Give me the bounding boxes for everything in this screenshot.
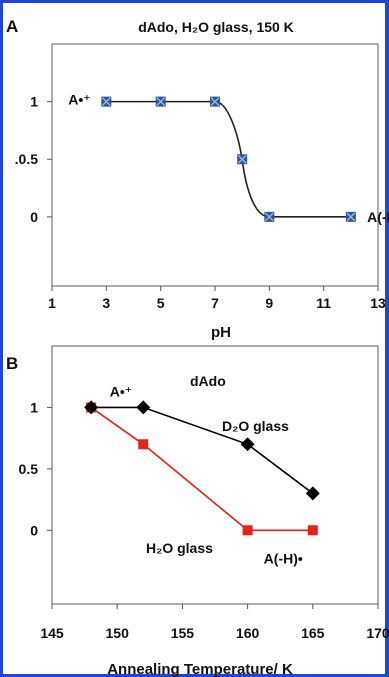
- annotation-label: A•⁺: [110, 383, 132, 399]
- data-point: [210, 96, 220, 107]
- series-label-d2o: D₂O glass: [222, 418, 289, 434]
- y-tick-label: .0.5: [15, 151, 39, 167]
- x-tick-label: 5: [157, 295, 165, 311]
- data-point: [237, 154, 248, 165]
- panel-b-annotations: D₂O glass H₂O glass A•⁺ A(-H)•: [110, 383, 303, 566]
- panel-b-series: [84, 400, 320, 536]
- x-tick-label: 13: [370, 295, 386, 311]
- panel-a-x-axis-title: pH: [211, 324, 231, 341]
- series-label-h2o: H₂O glass: [146, 540, 213, 556]
- panel-b-label: B: [6, 354, 18, 373]
- x-tick-label: 165: [301, 625, 325, 641]
- y-tick-label: 1: [30, 94, 38, 110]
- y-tick-label: 0: [30, 522, 38, 538]
- point-square: [138, 439, 149, 450]
- point-cross: [210, 97, 220, 107]
- point-cross: [346, 212, 356, 222]
- x-tick-label: 145: [40, 625, 64, 641]
- y-tick-label: 1: [30, 399, 38, 415]
- point-diamond: [136, 400, 151, 415]
- panel-a-title: dAdo, H₂O glass, 150 K: [138, 19, 294, 35]
- x-tick-label: 3: [102, 295, 110, 311]
- x-tick-label: 7: [211, 295, 219, 311]
- panel-a-plot-frame: [51, 43, 379, 287]
- series-line: [91, 406, 314, 495]
- x-tick-label: 155: [171, 625, 195, 641]
- data-point: [101, 96, 112, 107]
- data-point: [264, 211, 275, 222]
- x-tick-label: 170: [366, 625, 389, 641]
- panel-b-plot-frame: [51, 345, 379, 605]
- annotation-label: A(-H)•: [264, 551, 303, 567]
- panel-b: B dAdo 145 150 155 160 165 170 1 0.5 0 D₂O glass…: [6, 345, 389, 677]
- point-square: [307, 525, 318, 536]
- point-cross: [156, 97, 166, 107]
- point-cross: [264, 212, 274, 222]
- point-diamond: [305, 486, 320, 501]
- panel-a-series-line: [106, 100, 351, 218]
- data-point: [345, 211, 356, 222]
- point-cross: [237, 154, 247, 164]
- series-line: [90, 406, 313, 532]
- panel-a-label: A: [6, 17, 18, 36]
- y-tick-label: 0.5: [19, 461, 39, 477]
- y-tick-label: 0: [30, 209, 38, 225]
- data-point: [155, 96, 166, 107]
- x-tick-label: 1: [48, 295, 56, 311]
- point-square: [242, 525, 253, 536]
- x-tick-label: 9: [265, 295, 273, 311]
- point-cross: [101, 97, 111, 107]
- panel-b-ticks: 145 150 155 160 165 170 1 0.5 0: [19, 399, 389, 641]
- panel-a: A dAdo, H₂O glass, 150 K 1 3 5 7 9 11 131.0.50…: [6, 17, 389, 341]
- point-diamond: [240, 437, 255, 452]
- panel-b-title: dAdo: [190, 373, 226, 389]
- annotation-label: A(-H): [367, 209, 389, 225]
- x-tick-label: 11: [316, 295, 331, 311]
- panel-b-x-axis-title: Annealing Temperature/ K: [107, 661, 293, 677]
- annotation-label: A•⁺: [68, 91, 90, 107]
- x-tick-label: 150: [106, 625, 130, 641]
- point-diamond: [84, 400, 99, 415]
- panel-a-points: [101, 96, 356, 222]
- x-tick-label: 160: [236, 625, 260, 641]
- panel-a-annotations: A•⁺ A(-H): [68, 91, 389, 225]
- panel-a-ticks: 1 3 5 7 9 11 131.0.50: [15, 94, 386, 311]
